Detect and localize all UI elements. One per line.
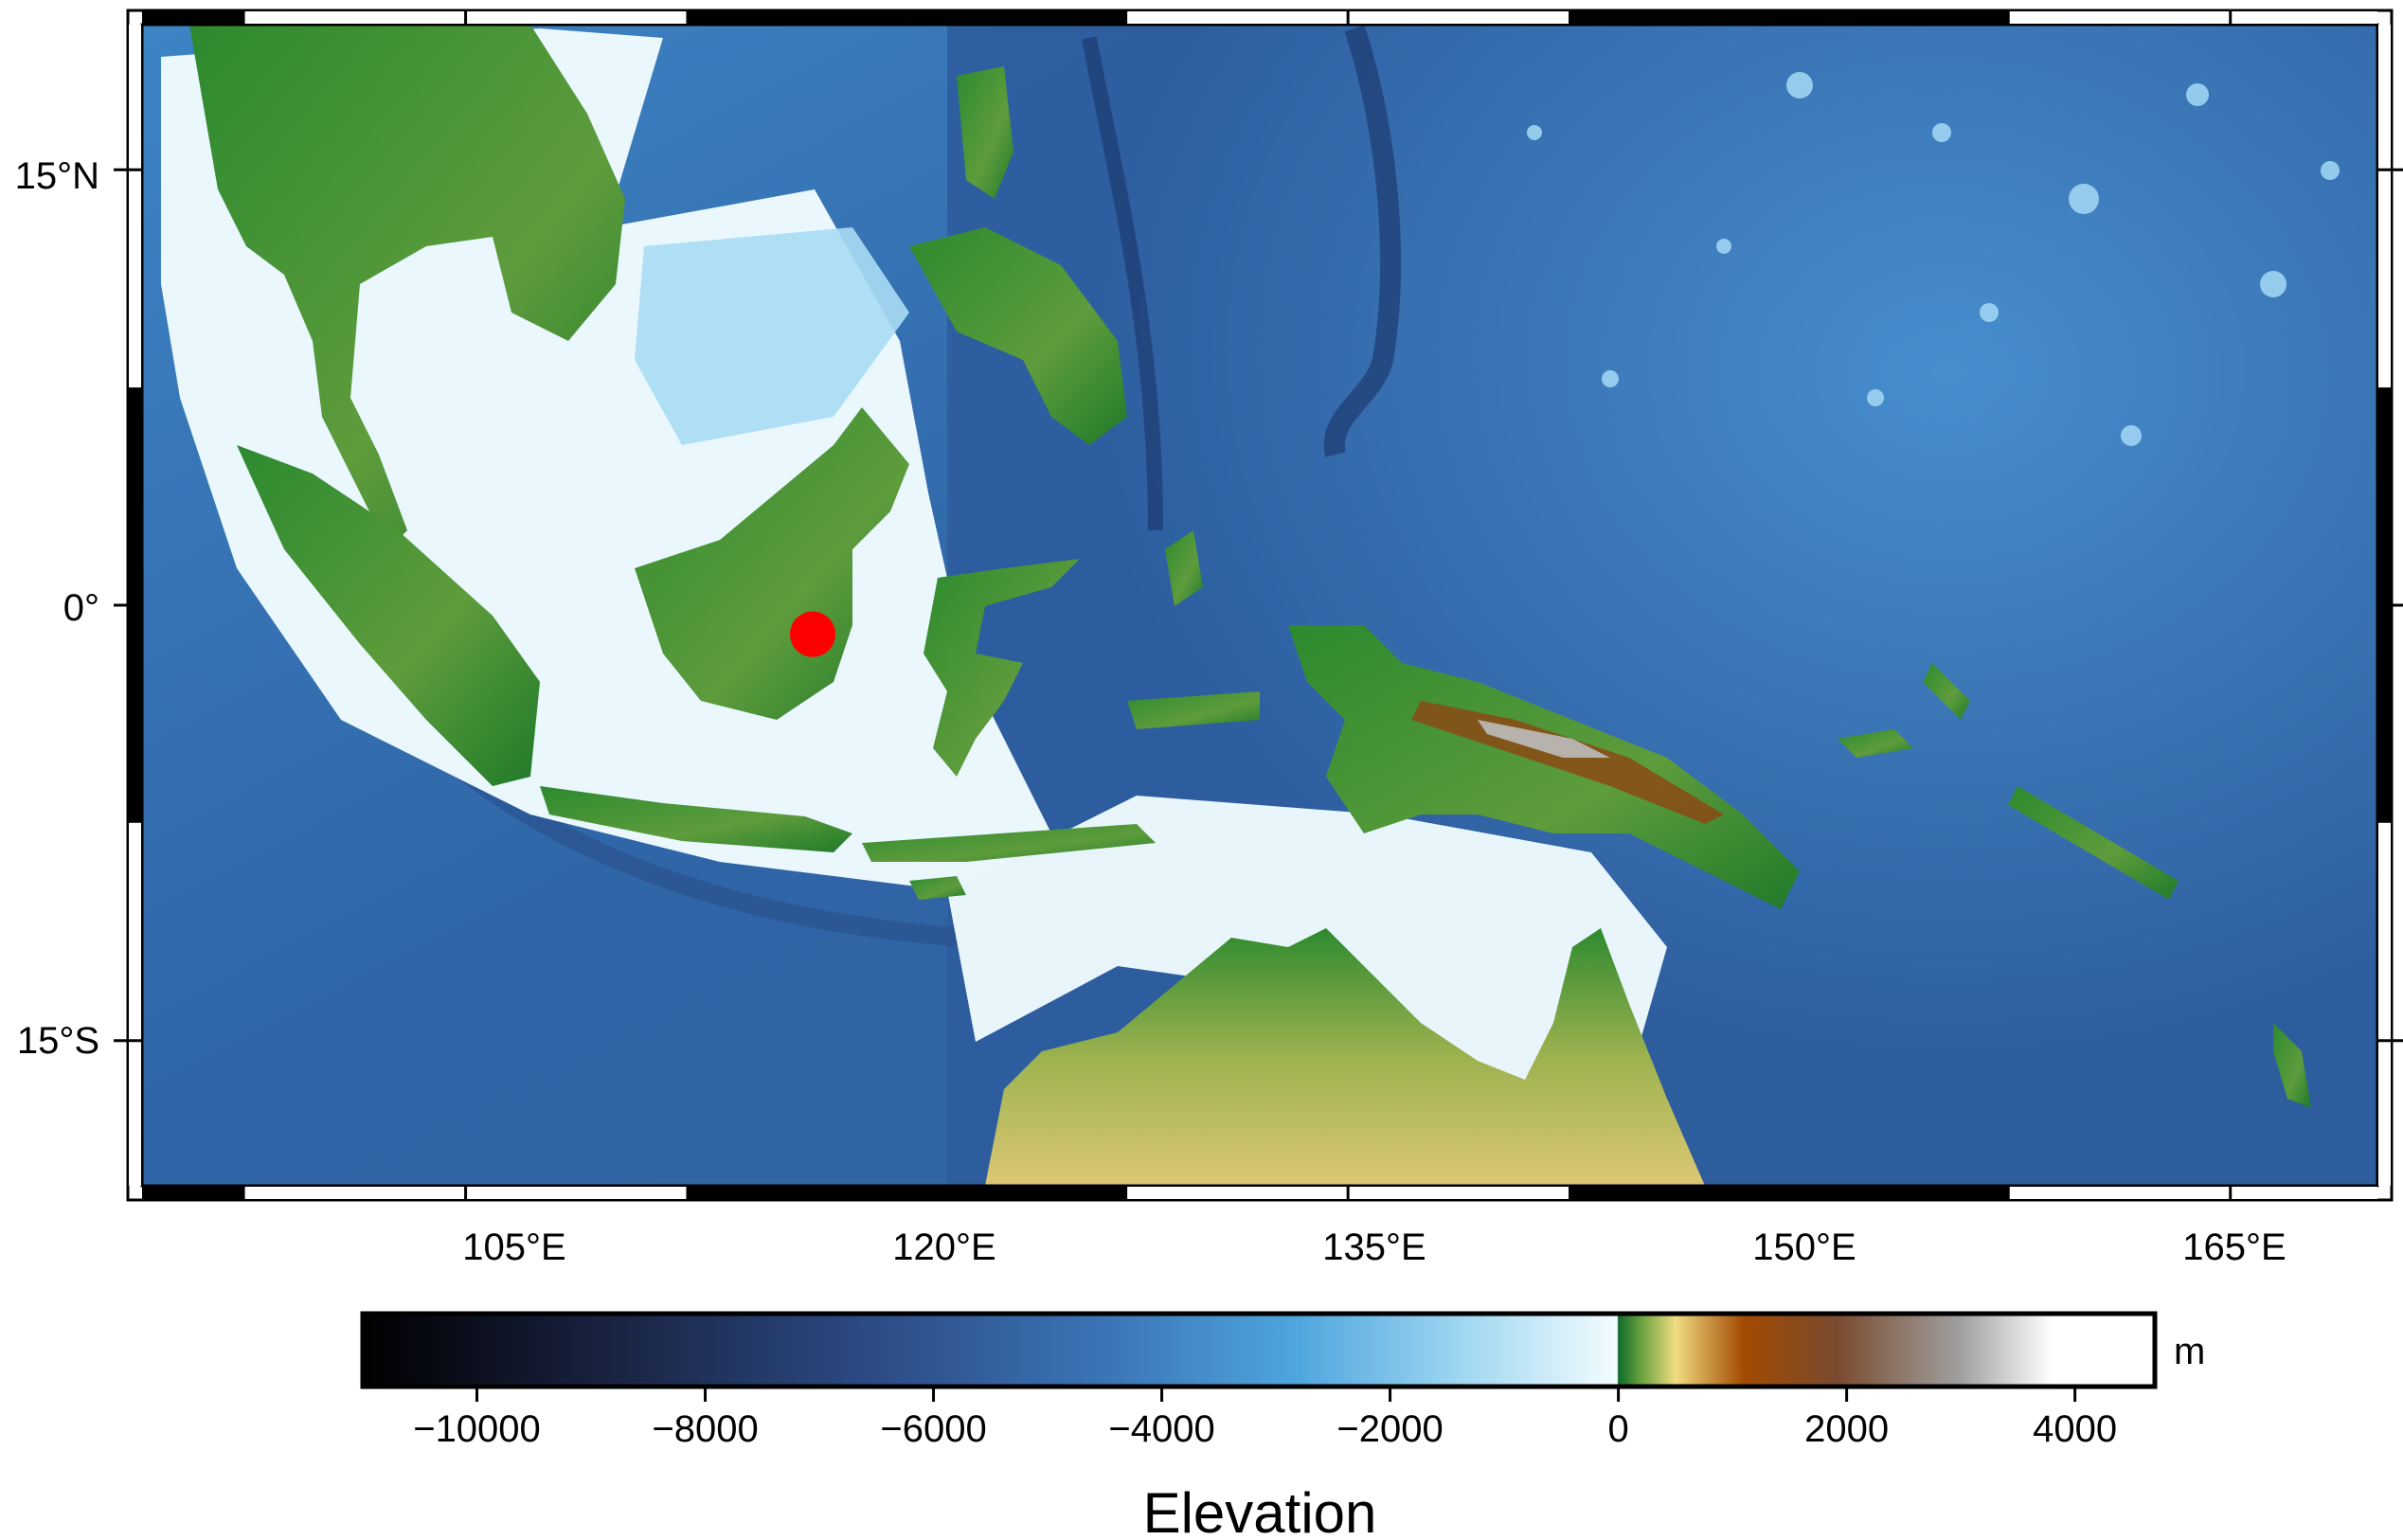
colorbar-tick-label: 2000	[1804, 1408, 1889, 1450]
sumba-island	[909, 876, 966, 900]
frame-segment-right	[2378, 822, 2391, 1186]
vanuatu-islands	[2273, 1023, 2311, 1108]
frame-segment-bottom	[142, 1187, 245, 1199]
lat-label: 15°S	[17, 1020, 99, 1062]
lesser-sunda-islands	[862, 824, 1156, 862]
seram-island	[1127, 691, 1260, 729]
frame-segment-right	[2378, 25, 2391, 388]
frame-segment-top	[2009, 11, 2377, 24]
colorbar-ramp	[360, 1311, 2158, 1389]
indochina-landmass	[189, 25, 625, 549]
lon-label: 150°E	[1752, 1227, 1856, 1268]
new-britain-island	[1838, 729, 1913, 758]
colorbar-title: Elevation	[1143, 1481, 1377, 1540]
colorbar-tick-label: −10000	[413, 1408, 541, 1450]
java-island	[540, 786, 852, 852]
elevation-colorbar: m −10000 −8000 −6000 −4000 −2000 0 2000 4000 El…	[360, 1311, 2205, 1540]
lon-label: 105°E	[462, 1227, 565, 1268]
visayas-mindanao	[909, 227, 1127, 445]
frame-segment-top	[142, 11, 245, 24]
location-marker	[790, 611, 835, 657]
colorbar-ticks: −10000 −8000 −6000 −4000 −2000 0 2000 4000	[413, 1387, 2117, 1450]
pacific-seamounts	[1527, 72, 2340, 446]
latitude-labels: 15°N 0° 15°S	[15, 155, 99, 1062]
colorbar-tick-label: −8000	[652, 1408, 758, 1450]
frame-segment-bottom	[2009, 1187, 2377, 1199]
frame-segment-left	[129, 822, 141, 1186]
sumatra-island	[237, 445, 540, 786]
new-guinea-peaks	[1478, 720, 1610, 758]
colorbar-tick-label: −6000	[880, 1408, 986, 1450]
map-frame	[114, 9, 2403, 1202]
colorbar-tick-label: −2000	[1336, 1408, 1443, 1450]
south-china-sea-shallows	[635, 227, 909, 445]
australia-continent	[985, 928, 1705, 1186]
sulawesi-island	[924, 559, 1080, 777]
colorbar-tick-label: 4000	[2033, 1408, 2117, 1450]
mariana-trench	[1323, 25, 1402, 457]
map-panel	[142, 25, 2377, 1186]
lon-label: 135°E	[1322, 1227, 1426, 1268]
new-ireland-island	[1923, 663, 1970, 720]
lon-label: 120°E	[892, 1227, 995, 1268]
luzon-island	[957, 66, 1013, 199]
solomon-islands	[2008, 786, 2179, 900]
borneo-island	[635, 407, 909, 720]
lon-label: 165°E	[2182, 1227, 2286, 1268]
frame-segment-left	[129, 25, 141, 388]
colorbar-tick-label: −4000	[1108, 1408, 1214, 1450]
longitude-labels: 105°E 120°E 135°E 150°E 165°E	[462, 1227, 2286, 1268]
new-guinea-island	[1288, 625, 1800, 909]
halmahera-island	[1165, 530, 1203, 606]
tick-marks	[114, 10, 2403, 1200]
lat-label: 0°	[63, 587, 99, 629]
philippine-trench	[1082, 36, 1163, 531]
colorbar-tick-label: 0	[1607, 1408, 1628, 1450]
lat-label: 15°N	[15, 155, 99, 197]
colorbar-unit: m	[2174, 1331, 2205, 1372]
